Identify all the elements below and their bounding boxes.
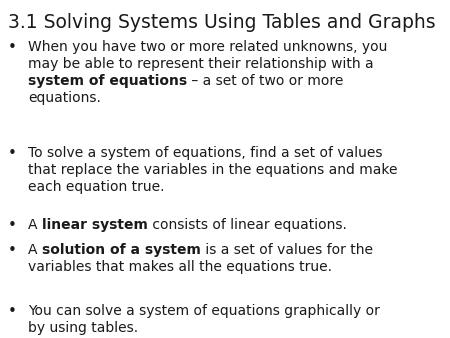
Text: may be able to represent their relationship with a: may be able to represent their relations… bbox=[28, 57, 374, 71]
Text: consists of linear equations.: consists of linear equations. bbox=[148, 218, 346, 232]
Text: that replace the variables in the equations and make: that replace the variables in the equati… bbox=[28, 163, 397, 177]
Text: equations.: equations. bbox=[28, 91, 101, 105]
Text: A: A bbox=[28, 218, 42, 232]
Text: •: • bbox=[8, 218, 17, 233]
Text: linear system: linear system bbox=[42, 218, 148, 232]
Text: You can solve a system of equations graphically or: You can solve a system of equations grap… bbox=[28, 304, 380, 318]
Text: solution of a system: solution of a system bbox=[42, 243, 201, 257]
Text: system of equations: system of equations bbox=[28, 74, 187, 88]
Text: variables that makes all the equations true.: variables that makes all the equations t… bbox=[28, 260, 332, 274]
Text: by using tables.: by using tables. bbox=[28, 321, 138, 335]
Text: •: • bbox=[8, 243, 17, 258]
Text: 3.1 Solving Systems Using Tables and Graphs: 3.1 Solving Systems Using Tables and Gra… bbox=[8, 13, 436, 32]
Text: To solve a system of equations, find a set of values: To solve a system of equations, find a s… bbox=[28, 146, 382, 160]
Text: •: • bbox=[8, 146, 17, 161]
Text: •: • bbox=[8, 40, 17, 55]
Text: A: A bbox=[28, 243, 42, 257]
Text: each equation true.: each equation true. bbox=[28, 180, 165, 194]
Text: When you have two or more related unknowns, you: When you have two or more related unknow… bbox=[28, 40, 387, 54]
Text: •: • bbox=[8, 304, 17, 319]
Text: – a set of two or more: – a set of two or more bbox=[187, 74, 343, 88]
Text: is a set of values for the: is a set of values for the bbox=[201, 243, 373, 257]
